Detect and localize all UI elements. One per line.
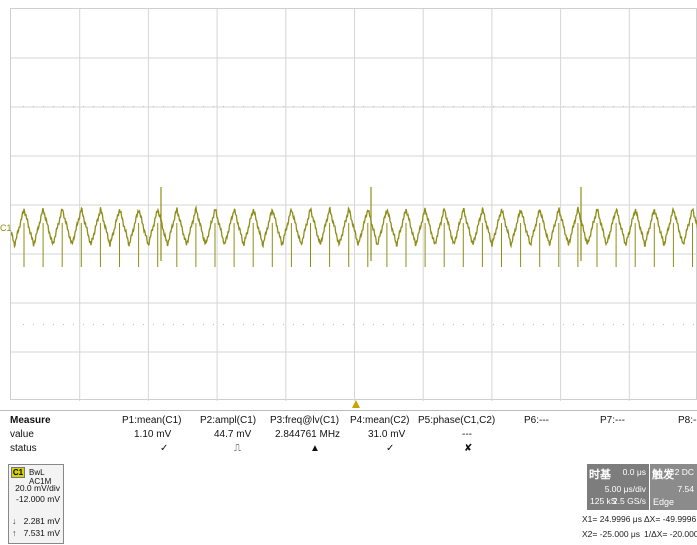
param-value-p1: 1.10 mV <box>134 429 172 440</box>
waveform-trace <box>11 204 697 249</box>
trigger-position-marker[interactable] <box>352 400 360 408</box>
cursor-delta-x: ΔX= -49.9996 μ <box>644 514 697 524</box>
param-name-p8[interactable]: P8:--- <box>678 415 697 426</box>
value-label: value <box>10 429 34 440</box>
param-name-p7[interactable]: P7:--- <box>600 415 625 426</box>
measure-title: Measure <box>10 415 51 426</box>
status-label: status <box>10 443 37 454</box>
trigger-source: C2 DC <box>668 467 694 477</box>
param-name-p6[interactable]: P6:--- <box>524 415 549 426</box>
trigger-title: 触发 <box>652 469 674 481</box>
cursor-x1: X1= 24.9996 μs <box>582 514 642 524</box>
param-name-p3[interactable]: P3:freq@lv(C1) <box>270 415 340 426</box>
timebase-delay: 0.0 μs <box>622 467 646 477</box>
waveform-grid-and-trace <box>11 9 697 401</box>
cursor-inv-delta-x: 1/ΔX= -20.000 kH <box>644 529 697 539</box>
channel-coupling: BwL AC1M <box>29 468 52 486</box>
channel-offset: -12.000 mV <box>16 494 60 504</box>
param-name-p1[interactable]: P1:mean(C1) <box>122 415 182 426</box>
cursor-readout: X1= 24.9996 μs ΔX= -49.9996 μ X2= -25.00… <box>580 512 697 544</box>
param-status-p5-icon: ✘ <box>464 443 473 454</box>
trigger-level: 7.54 <box>677 484 694 494</box>
timebase-title: 时基 <box>589 469 611 481</box>
param-status-p3-icon: ▲ <box>310 443 320 454</box>
param-value-p3: 2.844761 MHz <box>275 429 341 440</box>
trigger-box[interactable]: 触发 C2 DC 7.54 Edge <box>649 464 697 510</box>
channel-badge: C1 <box>11 467 25 478</box>
timebase-box[interactable]: 时基 0.0 μs 5.00 μs/div 125 kS 2.5 GS/s <box>587 464 649 510</box>
param-value-p2: 44.7 mV <box>214 429 252 440</box>
cursor-up-arrow-icon: ↑ <box>12 528 17 538</box>
param-name-p4[interactable]: P4:mean(C2) <box>350 415 410 426</box>
channel-cursor1-value: 2.281 mV <box>23 516 60 526</box>
cursor-x2: X2= -25.000 μs <box>582 529 641 539</box>
channel-cursor2-value: 7.531 mV <box>23 528 60 538</box>
measure-value-row: value 1.10 mV 44.7 mV 2.844761 MHz 31.0 … <box>0 429 697 441</box>
waveform-display[interactable] <box>10 8 697 401</box>
param-status-p1-icon: ✓ <box>160 443 169 454</box>
timebase-scale: 5.00 μs/div <box>604 484 646 494</box>
timebase-sample-rate: 2.5 GS/s <box>612 496 646 506</box>
param-value-p5: --- <box>462 429 472 440</box>
timebase-sample-points: 125 kS <box>590 496 617 506</box>
channel-descriptor-box[interactable]: C1 BwL AC1M 20.0 mV/div -12.000 mV ↓ 2.2… <box>8 464 64 544</box>
param-status-p4-icon: ✓ <box>386 443 395 454</box>
channel-scale: 20.0 mV/div <box>15 483 60 493</box>
param-name-p2[interactable]: P2:ampl(C1) <box>200 415 257 426</box>
trigger-type: Edge <box>653 497 675 507</box>
param-value-p4: 31.0 mV <box>368 429 406 440</box>
channel-ground-marker: C1 <box>0 223 12 233</box>
param-name-p5[interactable]: P5:phase(C1,C2) <box>418 415 496 426</box>
cursor-down-arrow-icon: ↓ <box>12 516 17 526</box>
measure-panel: Measure P1:mean(C1) P2:ampl(C1) P3:freq@… <box>0 410 697 460</box>
measure-status-row: status ✓ ⎍ ▲ ✓ ✘ <box>0 443 697 455</box>
param-status-p2-icon: ⎍ <box>234 443 241 454</box>
measure-header-row: Measure P1:mean(C1) P2:ampl(C1) P3:freq@… <box>0 415 697 427</box>
